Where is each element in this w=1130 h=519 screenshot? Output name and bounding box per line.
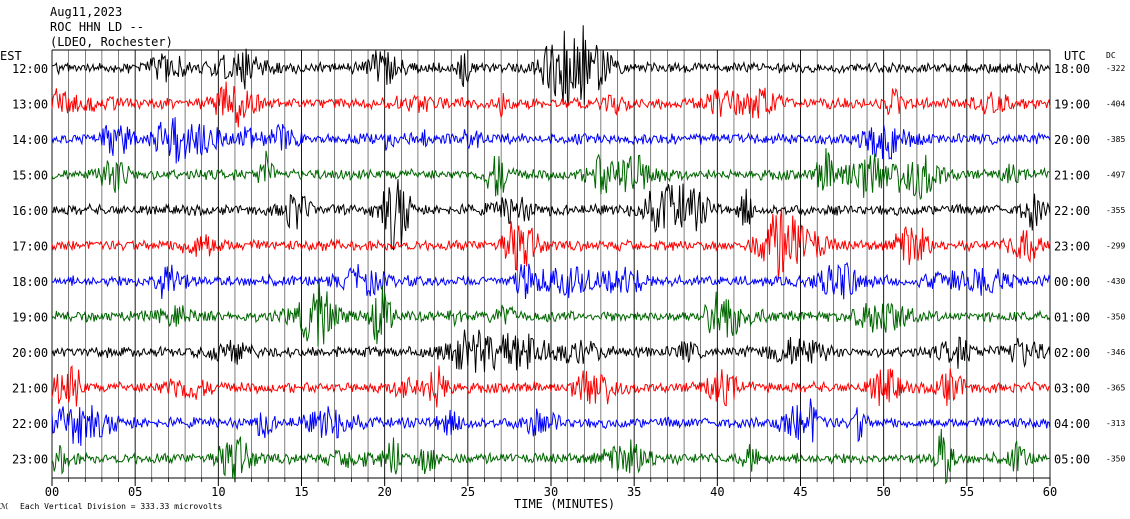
est-time-label: 15:00 (12, 169, 48, 183)
utc-time-label: 04:00 (1054, 417, 1090, 431)
x-tick-label: 55 (960, 485, 974, 499)
x-tick-label: 00 (45, 485, 59, 499)
x-tick-label: 10 (211, 485, 225, 499)
utc-time-label: 00:00 (1054, 275, 1090, 289)
seismic-trace (51, 281, 1051, 347)
dc-offset-label: -430 (1106, 277, 1125, 286)
scale-note: Each Vertical Division = 333.33 microvol… (20, 502, 222, 511)
est-time-label: 19:00 (12, 311, 48, 325)
est-axis-label: EST (0, 49, 22, 63)
x-tick-label: 30 (544, 485, 558, 499)
dc-offset-label: -299 (1106, 242, 1125, 251)
est-time-label: 18:00 (12, 275, 48, 289)
est-time-label: 16:00 (12, 204, 48, 218)
seismic-trace (51, 148, 1051, 201)
est-time-label: 12:00 (12, 62, 48, 76)
x-tick-label: 15 (294, 485, 308, 499)
est-time-label: 13:00 (12, 98, 48, 112)
utc-time-label: 05:00 (1054, 453, 1090, 467)
est-time-label: 20:00 (12, 346, 48, 360)
dc-offset-label: -350 (1106, 313, 1125, 322)
x-axis-title: TIME (MINUTES) (514, 497, 615, 511)
seismic-trace (51, 117, 1051, 164)
utc-time-label: 03:00 (1054, 382, 1090, 396)
est-time-label: 22:00 (12, 417, 48, 431)
dc-offset-label: -350 (1106, 455, 1125, 464)
seismic-trace (51, 428, 1051, 485)
record-date: Aug11,2023 (50, 5, 122, 19)
utc-time-label: 18:00 (1054, 62, 1090, 76)
dc-offset-label: -385 (1106, 135, 1125, 144)
dc-offset-label: -355 (1106, 206, 1125, 215)
dc-column-label: DC (1106, 51, 1116, 60)
dc-offset-label: -497 (1106, 171, 1125, 180)
utc-time-label: 21:00 (1054, 169, 1090, 183)
station-code: ROC HHN LD -- (50, 20, 144, 34)
chart-grid (51, 49, 1051, 479)
utc-axis-label: UTC (1064, 49, 1086, 63)
seismic-trace (51, 207, 1051, 280)
utc-time-label: 22:00 (1054, 204, 1090, 218)
seismic-trace (51, 398, 1051, 446)
seismic-trace (51, 25, 1051, 107)
dc-offset-label: -346 (1106, 348, 1125, 357)
seismic-trace (51, 179, 1051, 251)
x-tick-label: 40 (710, 485, 724, 499)
est-time-label: 21:00 (12, 382, 48, 396)
seismic-trace (51, 329, 1051, 373)
row-label-layer: 12:00 18:00 -322 13:00 19:00 -404 14:00 20:00 -3… (12, 62, 1125, 467)
utc-time-label: 02:00 (1054, 346, 1090, 360)
x-tick-label: 60 (1043, 485, 1057, 499)
dc-offset-label: -313 (1106, 419, 1125, 428)
network-name: (LDEO, Rochester) (50, 35, 173, 49)
utc-time-label: 20:00 (1054, 133, 1090, 147)
dc-offset-label: -365 (1106, 384, 1125, 393)
x-tick-label: 45 (793, 485, 807, 499)
logo-mark: ℳ (0, 502, 9, 511)
dc-offset-label: -322 (1106, 64, 1125, 73)
utc-time-label: 01:00 (1054, 311, 1090, 325)
x-tick-label: 25 (461, 485, 475, 499)
dc-offset-label: -404 (1106, 100, 1125, 109)
seismic-trace (51, 261, 1051, 300)
utc-time-label: 23:00 (1054, 240, 1090, 254)
trace-layer (51, 25, 1051, 485)
est-time-label: 17:00 (12, 240, 48, 254)
x-axis-ticks: 00 05 10 15 20 25 30 35 40 45 50 55 60 (45, 478, 1057, 499)
x-tick-label: 20 (377, 485, 391, 499)
x-tick-label: 05 (128, 485, 142, 499)
seismic-trace (51, 81, 1051, 128)
est-time-label: 14:00 (12, 133, 48, 147)
x-tick-label: 35 (627, 485, 641, 499)
x-tick-label: 50 (876, 485, 890, 499)
seismic-trace (51, 365, 1051, 408)
est-time-label: 23:00 (12, 453, 48, 467)
utc-time-label: 19:00 (1054, 98, 1090, 112)
